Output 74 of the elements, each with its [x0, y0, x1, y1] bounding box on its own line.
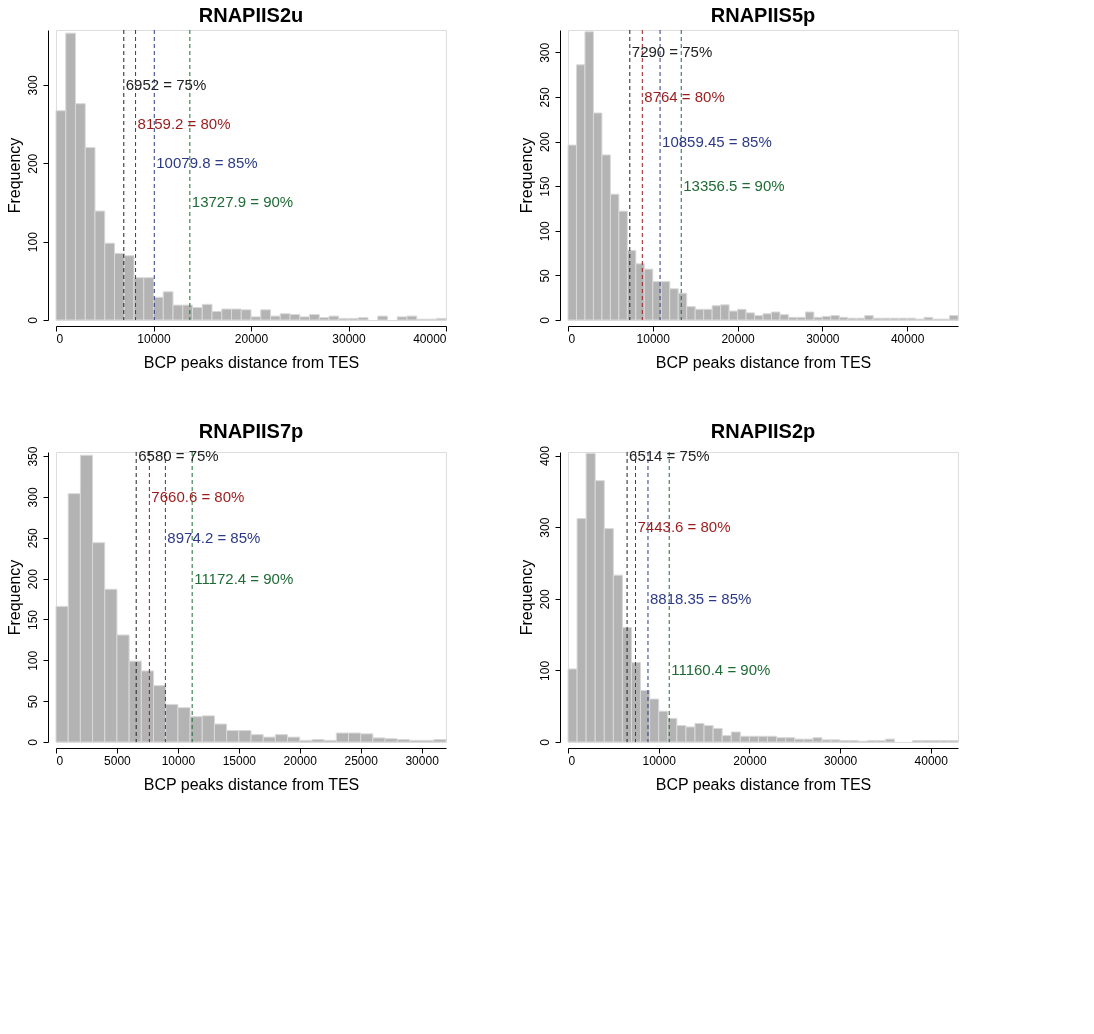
annotation: 8764 = 80% — [644, 87, 725, 105]
x-tick-label: 10000 — [642, 753, 677, 768]
annotation: 10859.45 = 85% — [662, 132, 772, 150]
y-tick-label: 250 — [25, 527, 40, 549]
chart-title: RNAPIIS2p — [710, 419, 816, 442]
y-tick-label: 0 — [537, 316, 552, 324]
y-tick-label: 100 — [25, 650, 40, 671]
annotation: 8974.2 = 85% — [167, 528, 261, 546]
x-tick-label: 30000 — [332, 331, 367, 346]
y-tick-label: 200 — [25, 568, 40, 590]
x-axis-title: BCP peaks distance from TES — [143, 775, 360, 793]
x-tick-label: 30000 — [405, 753, 440, 768]
x-tick-label: 0 — [568, 753, 576, 768]
annotation: 11160.4 = 90% — [671, 661, 771, 679]
y-tick-label: 50 — [537, 268, 552, 283]
y-tick-label: 250 — [537, 87, 552, 108]
x-tick-label: 5000 — [104, 753, 132, 768]
y-tick-label: 200 — [25, 153, 40, 174]
x-tick-label: 10000 — [636, 331, 671, 346]
annotation: 7443.6 = 80% — [637, 518, 731, 536]
y-tick-label: 0 — [537, 738, 552, 746]
x-tick-label: 30000 — [823, 753, 858, 768]
x-axis-title: BCP peaks distance from TES — [655, 775, 872, 793]
y-tick-label: 100 — [537, 220, 552, 242]
x-tick-label: 0 — [56, 753, 64, 768]
annotation: 10079.8 = 85% — [156, 154, 258, 172]
x-tick-label: 15000 — [222, 753, 257, 768]
y-axis-title: Frequency — [5, 137, 23, 214]
y-tick-label: 300 — [537, 517, 552, 538]
annotation: 6952 = 75% — [125, 75, 207, 93]
x-axis-title: BCP peaks distance from TES — [655, 353, 872, 371]
x-tick-label: 40000 — [914, 753, 949, 768]
annotation: 7660.6 = 80% — [151, 487, 245, 505]
y-tick-label: 200 — [537, 588, 552, 610]
y-tick-label: 300 — [25, 75, 40, 96]
x-tick-label: 0 — [56, 331, 64, 346]
annotation: 6580 = 75% — [138, 447, 219, 465]
x-tick-label: 40000 — [890, 331, 925, 346]
y-tick-label: 300 — [537, 42, 552, 63]
y-tick-label: 200 — [537, 131, 552, 153]
y-axis-title: Frequency — [517, 559, 535, 636]
annotation: 8159.2 = 80% — [137, 115, 231, 133]
y-axis-title: Frequency — [517, 137, 535, 214]
y-tick-label: 400 — [537, 445, 552, 467]
annotation: 13356.5 = 90% — [683, 177, 785, 195]
x-tick-label: 30000 — [806, 331, 840, 346]
annotation: 11172.4 = 90% — [194, 569, 294, 587]
x-tick-label: 20000 — [733, 753, 767, 768]
y-tick-label: 350 — [25, 446, 40, 467]
annotation: 13727.9 = 90% — [191, 193, 294, 211]
annotation: 8818.35 = 85% — [649, 589, 752, 607]
y-tick-label: 150 — [25, 609, 40, 630]
x-axis-title: BCP peaks distance from TES — [143, 353, 360, 371]
x-tick-label: 10000 — [137, 331, 172, 346]
y-tick-label: 0 — [25, 738, 40, 746]
y-tick-label: 100 — [25, 231, 40, 253]
x-tick-label: 10000 — [161, 753, 196, 768]
annotation: 6514 = 75% — [629, 446, 710, 464]
x-tick-label: 20000 — [234, 331, 269, 346]
y-tick-label: 300 — [25, 487, 40, 508]
y-tick-label: 150 — [537, 176, 552, 197]
chart-title: RNAPIIS7p — [198, 420, 304, 443]
x-tick-label: 25000 — [344, 753, 379, 768]
x-tick-label: 20000 — [283, 753, 318, 768]
x-tick-label: 40000 — [413, 331, 447, 346]
x-tick-label: 20000 — [721, 331, 756, 346]
y-axis-title: Frequency — [5, 559, 23, 636]
y-tick-label: 50 — [25, 694, 40, 709]
chart-title: RNAPIIS5p — [710, 3, 816, 26]
y-tick-label: 0 — [25, 316, 40, 324]
x-tick-label: 0 — [568, 331, 576, 346]
y-tick-label: 100 — [537, 660, 552, 681]
chart-title: RNAPIIS2u — [198, 3, 304, 26]
annotation: 7290 = 75% — [631, 43, 713, 61]
